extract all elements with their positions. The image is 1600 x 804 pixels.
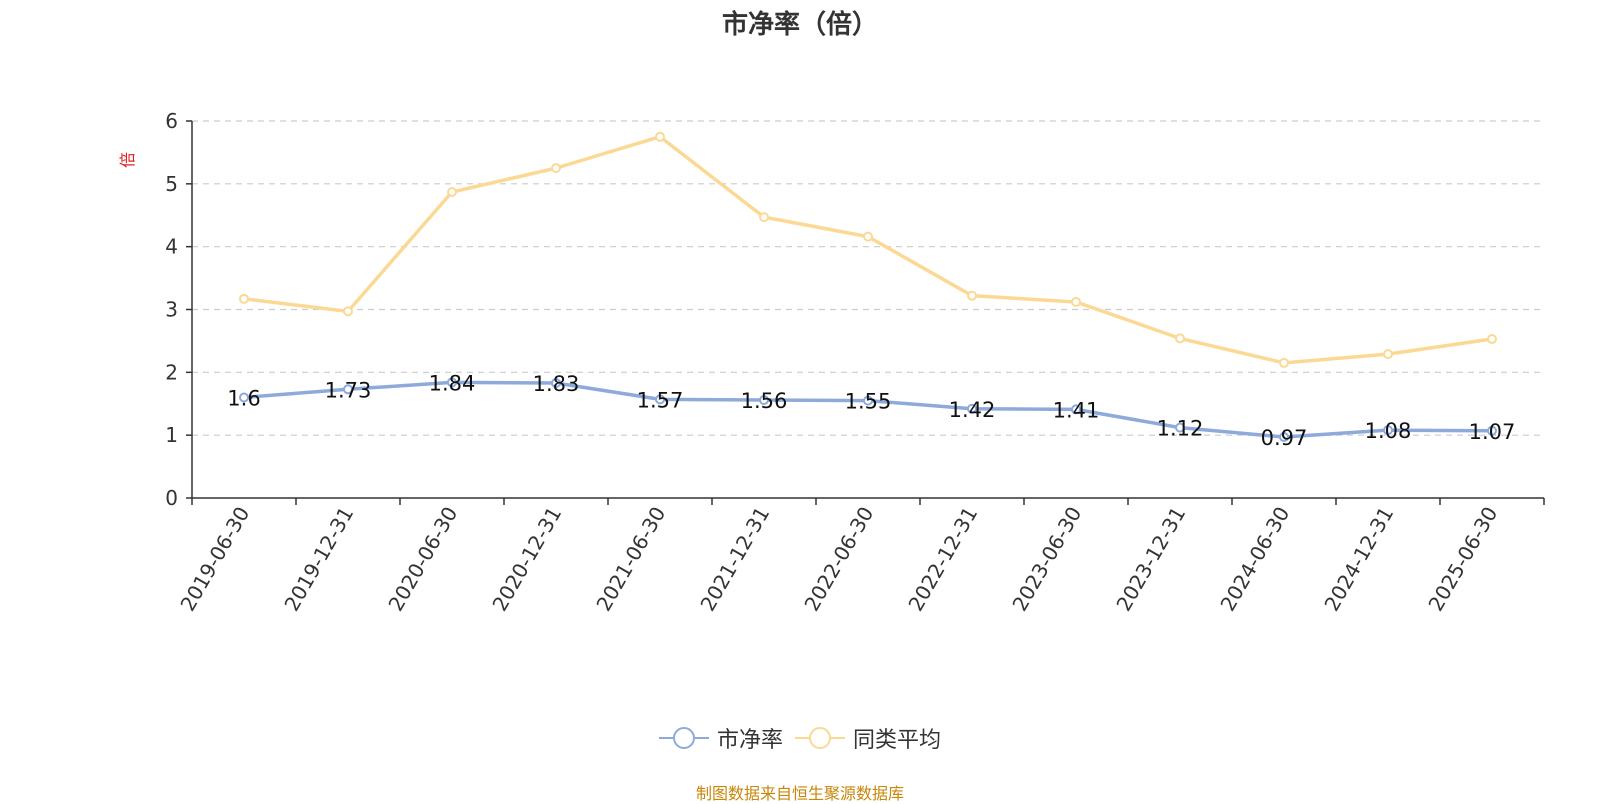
data-point bbox=[759, 212, 769, 223]
legend-line-icon bbox=[658, 727, 709, 749]
data-label: 1.12 bbox=[1157, 417, 1204, 441]
x-tick-label: 2021-06-30 bbox=[591, 503, 670, 616]
x-tick-label: 2022-06-30 bbox=[799, 503, 878, 616]
data-label: 1.41 bbox=[1053, 398, 1100, 422]
data-point bbox=[1383, 425, 1393, 436]
x-tick-label: 2023-12-31 bbox=[1111, 503, 1190, 616]
x-tick-label: 2024-06-30 bbox=[1215, 503, 1294, 616]
data-point bbox=[1279, 432, 1289, 443]
legend-item[interactable]: 同类平均 bbox=[795, 722, 941, 754]
legend-label: 同类平均 bbox=[853, 728, 942, 753]
y-axis-unit-label: 倍 bbox=[118, 152, 137, 168]
data-point bbox=[1383, 349, 1393, 360]
y-tick-label: 4 bbox=[165, 235, 178, 259]
data-point bbox=[1175, 333, 1185, 344]
data-point bbox=[967, 290, 977, 301]
data-point bbox=[343, 384, 353, 395]
data-point bbox=[1487, 334, 1497, 345]
data-point bbox=[551, 378, 561, 389]
x-tick-label: 2023-06-30 bbox=[1007, 503, 1086, 616]
series-lines bbox=[239, 131, 1497, 443]
x-tick-label: 2020-06-30 bbox=[383, 503, 462, 616]
data-point bbox=[447, 187, 457, 198]
data-point bbox=[343, 306, 353, 317]
data-label: 1.42 bbox=[949, 398, 996, 422]
data-label: 0.97 bbox=[1261, 426, 1308, 450]
series-line bbox=[243, 134, 1493, 365]
x-tick-label: 2024-12-31 bbox=[1319, 503, 1398, 616]
y-tick-label: 2 bbox=[165, 360, 178, 384]
data-point bbox=[239, 392, 249, 403]
data-label: 1.07 bbox=[1469, 420, 1516, 444]
data-label: 1.73 bbox=[325, 378, 372, 402]
y-tick-label: 3 bbox=[165, 298, 178, 322]
grid-lines bbox=[192, 120, 1544, 436]
x-tick-label: 2025-06-30 bbox=[1423, 503, 1502, 616]
data-label: 1.84 bbox=[429, 371, 476, 395]
y-tick-label: 6 bbox=[165, 109, 178, 133]
chart-title: 市净率（倍） bbox=[721, 10, 878, 40]
data-label: 1.83 bbox=[533, 372, 580, 396]
data-label: 1.6 bbox=[227, 386, 260, 410]
data-label: 1.57 bbox=[637, 388, 684, 412]
axes: 0 1 2 3 4 5 6 2019-06-30 2019-12-31 2020-06-30 202… bbox=[165, 109, 1545, 616]
x-tick-label: 2022-12-31 bbox=[903, 503, 982, 616]
data-point bbox=[1279, 357, 1289, 368]
legend-item[interactable]: 市净率 bbox=[658, 722, 783, 754]
data-label: 1.55 bbox=[845, 390, 892, 414]
data-point bbox=[967, 403, 977, 414]
y-tick-label: 0 bbox=[165, 486, 178, 510]
y-tick-label: 1 bbox=[165, 423, 178, 447]
data-point bbox=[447, 377, 457, 388]
data-point bbox=[863, 231, 873, 242]
legend-label: 市净率 bbox=[716, 728, 783, 753]
data-point bbox=[655, 131, 665, 142]
data-source-footer: 制图数据来自恒生聚源数据库 bbox=[695, 784, 904, 803]
data-point bbox=[863, 395, 873, 406]
data-point bbox=[239, 293, 249, 304]
legend: 市净率 同类平均 bbox=[0, 722, 1600, 757]
x-tick-label: 2019-06-30 bbox=[175, 503, 254, 616]
data-label: 1.56 bbox=[741, 389, 788, 413]
data-label: 1.08 bbox=[1365, 419, 1412, 443]
data-point bbox=[1071, 404, 1081, 415]
x-tick-label: 2021-12-31 bbox=[695, 503, 774, 616]
data-labels: 1.6 1.73 1.84 1.83 1.57 1.56 1.55 1.42 1.41 1.12 0… bbox=[227, 371, 1515, 450]
data-point bbox=[1071, 296, 1081, 307]
data-point bbox=[1175, 422, 1185, 433]
x-tick-label: 2019-12-31 bbox=[279, 503, 358, 616]
data-point bbox=[551, 163, 561, 174]
data-point bbox=[655, 394, 665, 405]
legend-line-icon bbox=[795, 727, 845, 749]
y-tick-label: 5 bbox=[165, 172, 178, 196]
data-point bbox=[759, 394, 769, 405]
data-point bbox=[1487, 425, 1497, 436]
x-tick-label: 2020-12-31 bbox=[487, 503, 566, 616]
